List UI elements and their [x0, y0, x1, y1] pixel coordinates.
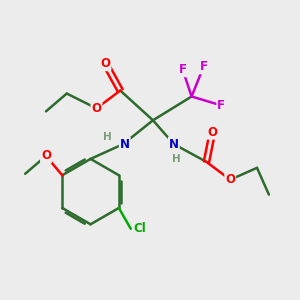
Text: Cl: Cl — [133, 222, 146, 235]
Text: N: N — [120, 138, 130, 151]
Text: H: H — [172, 154, 181, 164]
Text: N: N — [169, 138, 179, 151]
Text: O: O — [100, 57, 110, 70]
Text: O: O — [207, 126, 218, 139]
Text: O: O — [225, 173, 235, 186]
Text: H: H — [103, 132, 111, 142]
Text: O: O — [41, 149, 51, 162]
Text: F: F — [217, 99, 225, 112]
Text: O: O — [92, 102, 101, 115]
Text: F: F — [179, 63, 187, 76]
Text: F: F — [200, 60, 208, 73]
